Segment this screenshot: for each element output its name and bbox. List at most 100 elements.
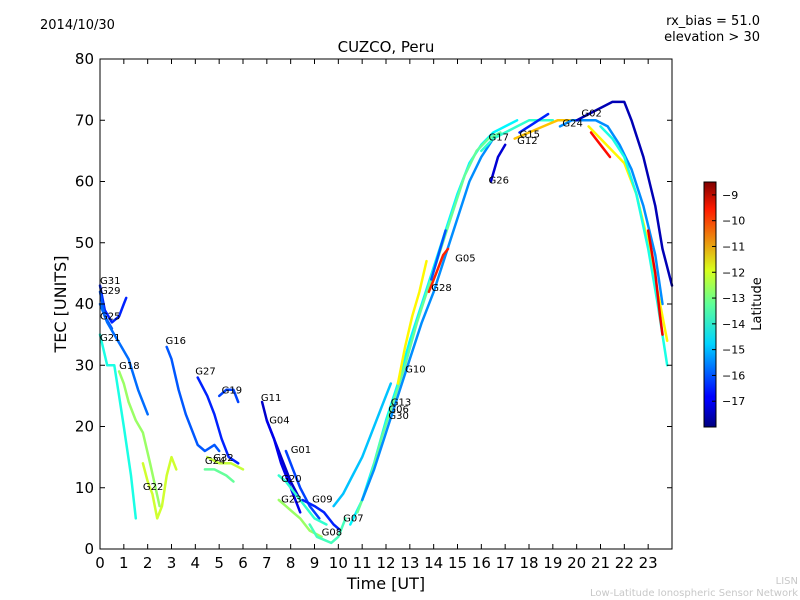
- satellite-label: G08: [322, 528, 342, 539]
- x-tick-label: 4: [191, 554, 201, 572]
- x-tick-label: 23: [639, 554, 658, 572]
- series-line-g08: [308, 517, 347, 545]
- x-tick-label: 1: [119, 554, 129, 572]
- satellite-label: G02: [581, 109, 601, 120]
- y-tick-label: 20: [75, 418, 94, 436]
- satellite-label: G21: [100, 333, 120, 344]
- x-axis: 0 1 2 3 4 5 6 7 8 9 10 11 12 13 14 15 16 17 18 19 20 21 22 23: [95, 59, 658, 572]
- series-line-g20: [277, 474, 328, 526]
- colorbar-tick-label: −16: [722, 369, 745, 382]
- chart-title: CUZCO, Peru: [337, 38, 435, 56]
- satellite-label: G30: [388, 411, 408, 422]
- x-tick-label: 21: [591, 554, 610, 572]
- satellite-label: G09: [312, 494, 332, 505]
- satellite-label: G11: [261, 393, 281, 404]
- y-tick-label: 0: [84, 540, 94, 558]
- series-line-g27: [196, 376, 240, 465]
- colorbar-tick-label: −14: [722, 318, 745, 331]
- y-axis: 0 10 20 30 40 50 60 70 80: [75, 50, 672, 558]
- elevation-label: elevation > 30: [664, 30, 760, 45]
- satellite-label: G26: [489, 175, 509, 186]
- series-line-g10: [396, 259, 428, 385]
- plot-frame: [99, 58, 673, 550]
- x-axis-label: Time [UT]: [346, 574, 425, 593]
- x-tick-label: 9: [310, 554, 320, 572]
- colorbar-tick-label: −11: [722, 240, 745, 253]
- satellite-label: G13: [391, 398, 411, 409]
- colorbar-tick-label: −10: [722, 215, 745, 228]
- satellite-label: G12: [517, 136, 537, 147]
- y-tick-label: 70: [75, 111, 94, 129]
- plot-labels: G31G29G25G21G18G16G27G19G32G24G22G11G04G…: [100, 109, 602, 539]
- colorbar-tick-label: −9: [722, 189, 738, 202]
- satellite-label: G32: [213, 453, 233, 464]
- satellite-label: G10: [405, 365, 425, 376]
- x-tick-label: 3: [167, 554, 177, 572]
- satellite-label: G16: [166, 336, 186, 347]
- satellite-label: G20: [281, 474, 301, 485]
- series-line-g04: [265, 419, 302, 514]
- series-line-g21: [98, 333, 138, 520]
- x-tick-label: 8: [286, 554, 296, 572]
- y-tick-label: 30: [75, 356, 94, 374]
- colorbar-tick-label: −15: [722, 344, 745, 357]
- x-tick-label: 18: [519, 554, 538, 572]
- x-tick-label: 7: [262, 554, 272, 572]
- x-tick-label: 19: [543, 554, 562, 572]
- satellite-label: G27: [195, 366, 215, 377]
- colorbar-tick-label: −12: [722, 266, 745, 279]
- series-line-unlabeled-34: [646, 229, 664, 336]
- series-line-g17: [480, 119, 555, 153]
- series-line-g12: [513, 119, 574, 140]
- x-tick-label: 17: [496, 554, 515, 572]
- colorbar-label: Latitude: [750, 277, 765, 331]
- x-tick-label: 20: [567, 554, 586, 572]
- x-tick-label: 0: [95, 554, 105, 572]
- satellite-label: G05: [455, 254, 475, 265]
- series-line-g09: [301, 498, 342, 532]
- series-line-g32: [206, 455, 245, 471]
- y-tick-label: 10: [75, 479, 94, 497]
- satellite-label: G23: [281, 494, 301, 505]
- credit-network: Low-Latitude Ionospheric Sensor Network: [590, 588, 798, 599]
- series-line-unlabeled-32: [599, 125, 669, 367]
- chart-date: 2014/10/30: [40, 18, 115, 33]
- colorbar-tick-label: −13: [722, 292, 745, 305]
- satellite-label: G31: [100, 276, 120, 287]
- series-line-g06: [356, 131, 502, 514]
- y-tick-label: 50: [75, 234, 94, 252]
- x-tick-label: 14: [424, 554, 443, 572]
- series-line-unlabeled-31: [587, 125, 669, 343]
- satellite-label: G18: [119, 361, 139, 372]
- colorbar-tick-label: −17: [722, 395, 745, 408]
- series-line-g01: [284, 449, 321, 520]
- satellite-label: G04: [269, 415, 289, 426]
- series-line-g26: [489, 143, 507, 183]
- satellite-label: G06: [388, 404, 408, 415]
- satellite-label: G17: [489, 133, 509, 144]
- x-tick-label: 2: [143, 554, 153, 572]
- series-line-g07: [332, 382, 393, 508]
- y-tick-label: 80: [75, 50, 94, 68]
- series-line-g15: [518, 112, 550, 134]
- satellite-label: G22: [143, 482, 163, 493]
- satellite-label: G01: [291, 445, 311, 456]
- x-tick-label: 13: [400, 554, 419, 572]
- y-tick-label: 40: [75, 295, 94, 313]
- x-tick-label: 12: [376, 554, 395, 572]
- series-line-g16: [165, 345, 221, 453]
- series-line-unlabeled-33: [589, 131, 612, 159]
- x-tick-label: 10: [329, 554, 348, 572]
- x-tick-label: 15: [448, 554, 467, 572]
- plot-lines: [98, 100, 674, 545]
- series-line-g18: [117, 370, 161, 508]
- x-tick-label: 11: [353, 554, 372, 572]
- satellite-label: G25: [100, 311, 120, 322]
- series-line-g02: [575, 100, 674, 287]
- series-line-g28: [427, 247, 450, 294]
- y-axis-label: TEC [UNITS]: [51, 256, 70, 354]
- satellite-label: G15: [520, 129, 540, 140]
- satellite-label: G29: [100, 286, 120, 297]
- series-line-g24: [203, 468, 235, 483]
